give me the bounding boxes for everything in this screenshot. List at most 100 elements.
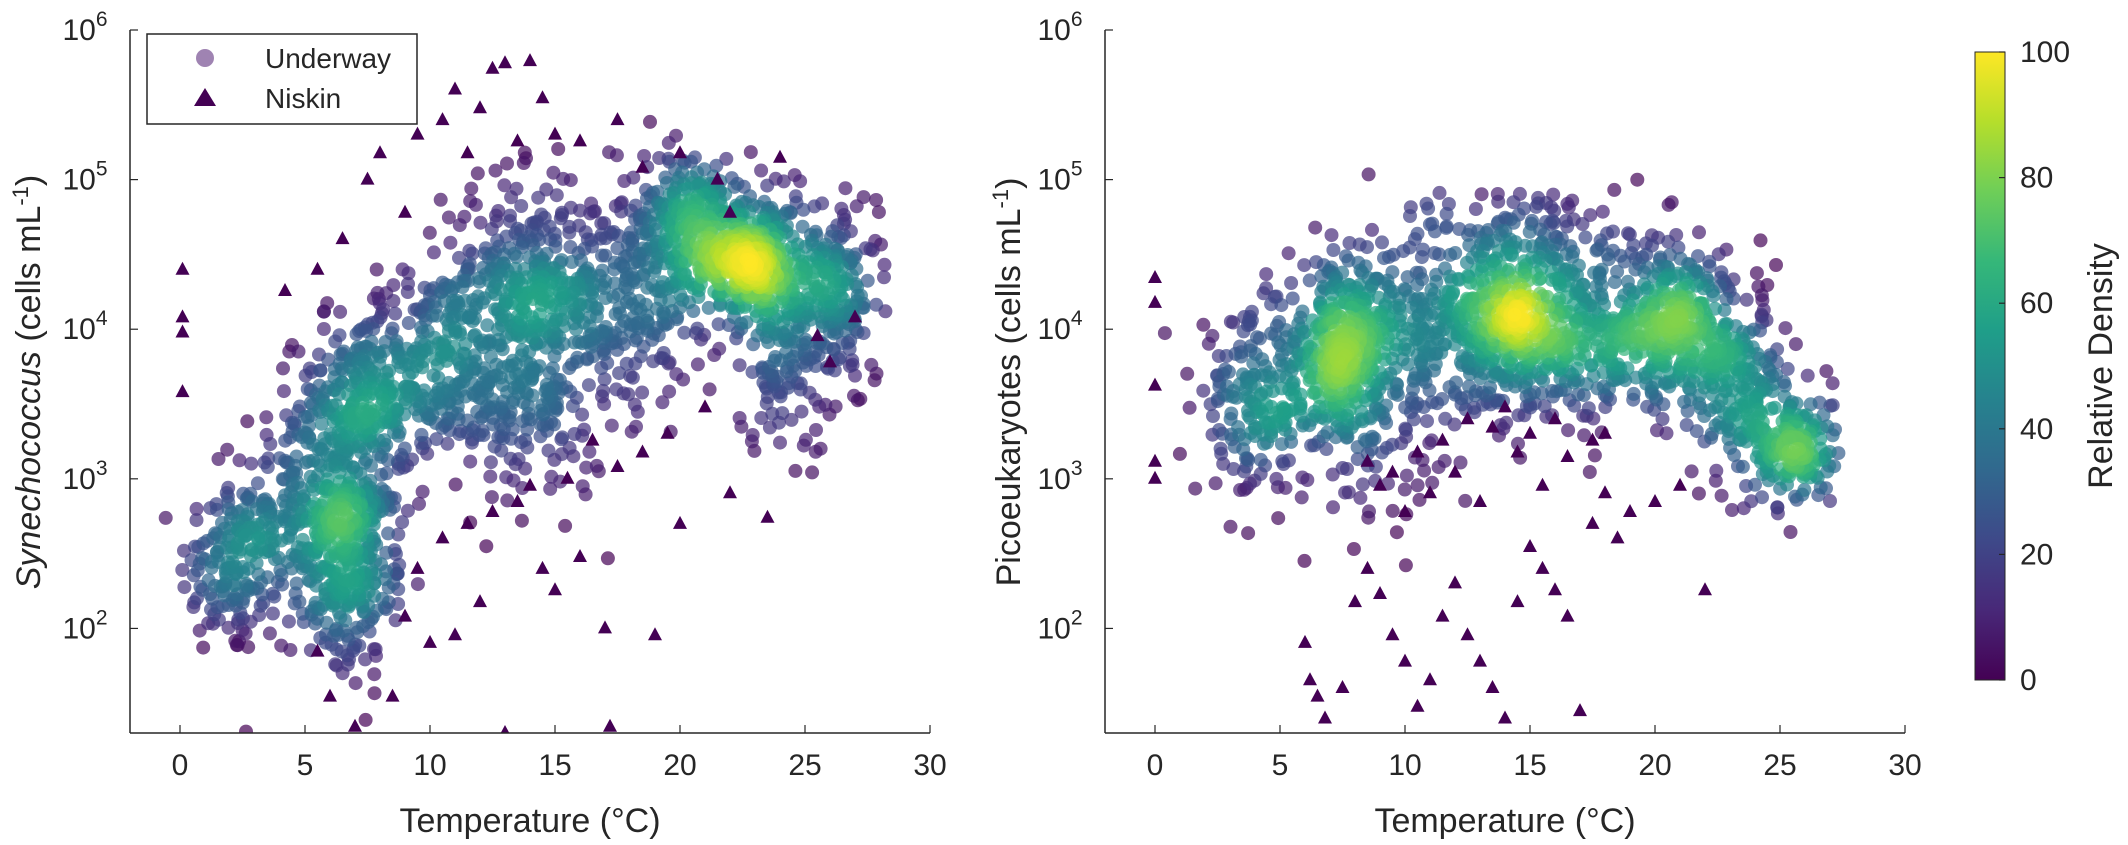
underway-point (455, 311, 470, 325)
underway-point (265, 586, 280, 601)
underway-point (386, 294, 401, 308)
underway-point (1725, 503, 1739, 517)
underway-point (796, 202, 811, 217)
underway-point (551, 142, 566, 156)
niskin-point (473, 594, 487, 608)
underway-point (515, 343, 530, 358)
underway-point (1417, 463, 1432, 478)
underway-point (1432, 247, 1447, 262)
underway-point (1753, 233, 1768, 248)
underway-point (754, 411, 769, 425)
underway-point (732, 411, 747, 425)
underway-point (765, 406, 780, 421)
underway-point (233, 542, 248, 557)
underway-point (552, 285, 567, 300)
niskin-point (573, 549, 587, 562)
underway-point (283, 643, 298, 657)
underway-point (690, 321, 705, 336)
underway-point (1577, 428, 1592, 443)
niskin-point (460, 145, 475, 159)
underway-point (319, 615, 334, 630)
niskin-point (573, 133, 587, 147)
underway-point (349, 327, 364, 342)
legend-underway-marker (196, 49, 214, 67)
underway-point (1706, 288, 1721, 303)
underway-point (1691, 486, 1706, 501)
niskin-point (710, 171, 725, 185)
underway-point (1398, 421, 1413, 436)
underway-point (1679, 418, 1694, 432)
underway-point (1274, 437, 1289, 452)
x-tick-label: 10 (413, 749, 446, 782)
underway-point (1325, 467, 1340, 482)
underway-point (1607, 182, 1622, 197)
underway-point (400, 503, 415, 518)
underway-point (1744, 494, 1759, 509)
niskin-point (448, 627, 462, 641)
underway-point (776, 174, 791, 189)
underway-point (1704, 343, 1718, 358)
underway-point (1420, 414, 1434, 429)
underway-point (1274, 298, 1289, 313)
underway-point (1587, 265, 1602, 280)
underway-point (562, 225, 577, 240)
underway-point (773, 435, 787, 450)
underway-point (570, 350, 585, 365)
underway-point (1499, 415, 1514, 430)
niskin-point (510, 133, 525, 147)
underway-point (367, 642, 381, 657)
underway-point (805, 465, 820, 480)
underway-point (549, 188, 564, 203)
underway-point (1256, 286, 1271, 301)
underway-point (1341, 485, 1356, 500)
underway-point (849, 199, 864, 214)
legend-underway-label: Underway (265, 43, 391, 74)
niskin-point (560, 470, 575, 484)
underway-point (1529, 199, 1544, 214)
synechococcus-y-axis-title: Synechococcus (cells mL-1) (8, 175, 49, 590)
underway-point (367, 667, 382, 682)
underway-point (509, 250, 524, 264)
underway-point (1778, 321, 1793, 336)
underway-point (1400, 270, 1415, 285)
underway-point (581, 378, 596, 393)
underway-point (1661, 234, 1676, 249)
underway-point (1196, 383, 1211, 398)
niskin-point (485, 504, 500, 517)
underway-point (1610, 264, 1625, 279)
y-tick-exp: 6 (96, 8, 108, 31)
niskin-point (485, 60, 500, 74)
underway-point (1531, 272, 1546, 287)
underway-point (1458, 493, 1473, 508)
underway-point (333, 517, 348, 531)
niskin-point (723, 204, 737, 218)
underway-point (259, 410, 274, 425)
underway-point (662, 293, 677, 308)
underway-point (589, 458, 604, 473)
niskin-point (523, 477, 537, 491)
underway-point (793, 174, 808, 189)
underway-point (484, 490, 499, 505)
underway-point (1377, 251, 1391, 266)
y-tick-base: 10 (62, 164, 95, 197)
underway-point (1575, 217, 1590, 231)
underway-point (313, 363, 328, 378)
underway-point (483, 455, 498, 470)
underway-point (1439, 206, 1454, 221)
underway-point (1511, 436, 1525, 451)
underway-point (847, 388, 861, 403)
niskin-point (360, 171, 375, 185)
underway-point (291, 344, 306, 359)
underway-point (360, 404, 375, 419)
underway-point (244, 456, 259, 471)
niskin-point (535, 560, 550, 574)
underway-point (440, 436, 455, 451)
underway-point (422, 225, 437, 240)
underway-point (597, 372, 612, 387)
underway-point (514, 513, 529, 528)
underway-point (1226, 462, 1241, 476)
underway-point (401, 266, 416, 281)
